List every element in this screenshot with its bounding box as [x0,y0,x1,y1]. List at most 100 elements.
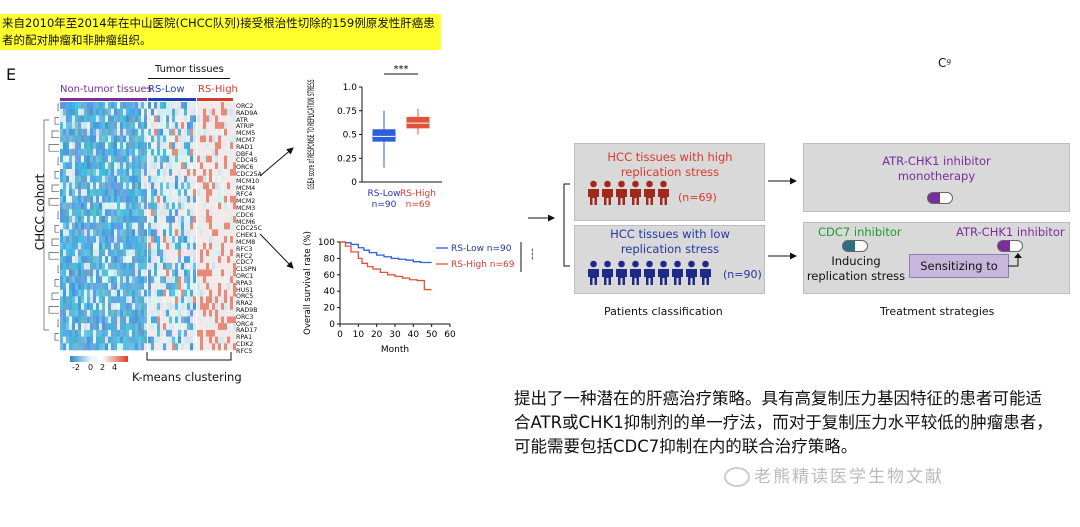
heatmap-cell [126,209,129,217]
heatmap-cell [154,296,157,304]
heatmap-cell [233,309,236,317]
significance-label: *** [527,248,533,260]
heatmap-cell [163,256,166,264]
heatmap-cell [102,189,105,197]
treatment-arrows [768,177,797,260]
heatmap-cell [141,155,144,163]
heatmap-cell [193,195,196,203]
heatmap-cell [206,222,209,230]
heatmap-cell [184,108,187,116]
heatmap-cell [126,249,129,257]
heatmap-cell [212,142,215,150]
heatmap-cell [175,329,178,337]
heatmap-cell [227,282,230,290]
heatmap-cell [108,309,111,317]
heatmap-cell [215,343,218,351]
heatmap-cell [148,189,151,197]
y-tick-label: 80 [324,254,336,264]
heatmap-cell [193,316,196,324]
heatmap-cell [138,222,141,230]
heatmap-cell [169,115,172,123]
heatmap-cell [72,242,75,250]
heatmap-cell [193,229,196,237]
heatmap-cell [78,182,81,190]
heatmap-cell [105,262,108,270]
heatmap-cell [69,115,72,123]
heatmap-cell [114,222,117,230]
heatmap-cell [69,343,72,351]
heatmap-cell [203,336,206,344]
heatmap-cell [184,289,187,297]
heatmap-cell [141,309,144,317]
heatmap-cell [206,175,209,183]
heatmap-cell [120,242,123,250]
heatmap-cell [69,316,72,324]
heatmap-cell [87,189,90,197]
heatmap-cell [90,303,93,311]
heatmap-cell [114,329,117,337]
heatmap-cell [66,269,69,277]
heatmap-cell [178,115,181,123]
heatmap-cell [84,155,87,163]
heatmap-cell [215,122,218,130]
heatmap-cell [105,343,108,351]
heatmap-cell [135,262,138,270]
heatmap-cell [148,142,151,150]
heatmap-cell [111,249,114,257]
heatmap-cell [200,148,203,156]
heatmap-cell [163,195,166,203]
heatmap-cell [157,336,160,344]
heatmap-cell [99,215,102,223]
heatmap-cell [154,289,157,297]
heatmap-cell [178,202,181,210]
heatmap-cell [163,108,166,116]
heatmap-cell [105,276,108,284]
heatmap-cell [117,329,120,337]
heatmap-cell [99,148,102,156]
heatmap-cell [66,229,69,237]
heatmap-cell [178,189,181,197]
person-icon [588,260,599,285]
heatmap-cell [135,215,138,223]
heatmap-cell [66,155,69,163]
kmeans-label: K-means clustering [132,370,242,384]
heatmap-cell [215,256,218,264]
heatmap-cell [87,155,90,163]
heatmap-cell [169,289,172,297]
heatmap-cell [108,135,111,143]
heatmap-cell [78,128,81,136]
heatmap-cell [187,189,190,197]
heatmap-cell [172,276,175,284]
heatmap-cell [117,336,120,344]
heatmap-cell [212,182,215,190]
heatmap-cell [78,236,81,244]
wechat-icon [724,467,750,487]
heatmap-cell [190,229,193,237]
heatmap-cell [90,148,93,156]
heatmap-cell [63,256,66,264]
heatmap-cell [69,202,72,210]
heatmap-cell [215,316,218,324]
heatmap-cell [66,182,69,190]
heatmap-cell [99,303,102,311]
heatmap-cell [93,276,96,284]
heatmap-cell [111,296,114,304]
heatmap-cell [78,289,81,297]
heatmap-cell [132,182,135,190]
heatmap-cell [120,148,123,156]
heatmap-cell [93,215,96,223]
heatmap-cell [148,269,151,277]
heatmap-cell [96,148,99,156]
heatmap-cell [93,282,96,290]
heatmap-cell [221,242,224,250]
heatmap-cell [151,329,154,337]
heatmap-cell [102,122,105,130]
heatmap-cell [111,102,114,110]
heatmap-cell [63,296,66,304]
heatmap-cell [78,262,81,270]
heatmap-cell [184,229,187,237]
heatmap-cell [187,289,190,297]
heatmap-cell [193,135,196,143]
heatmap-cell [218,108,221,116]
heatmap-cell [72,256,75,264]
